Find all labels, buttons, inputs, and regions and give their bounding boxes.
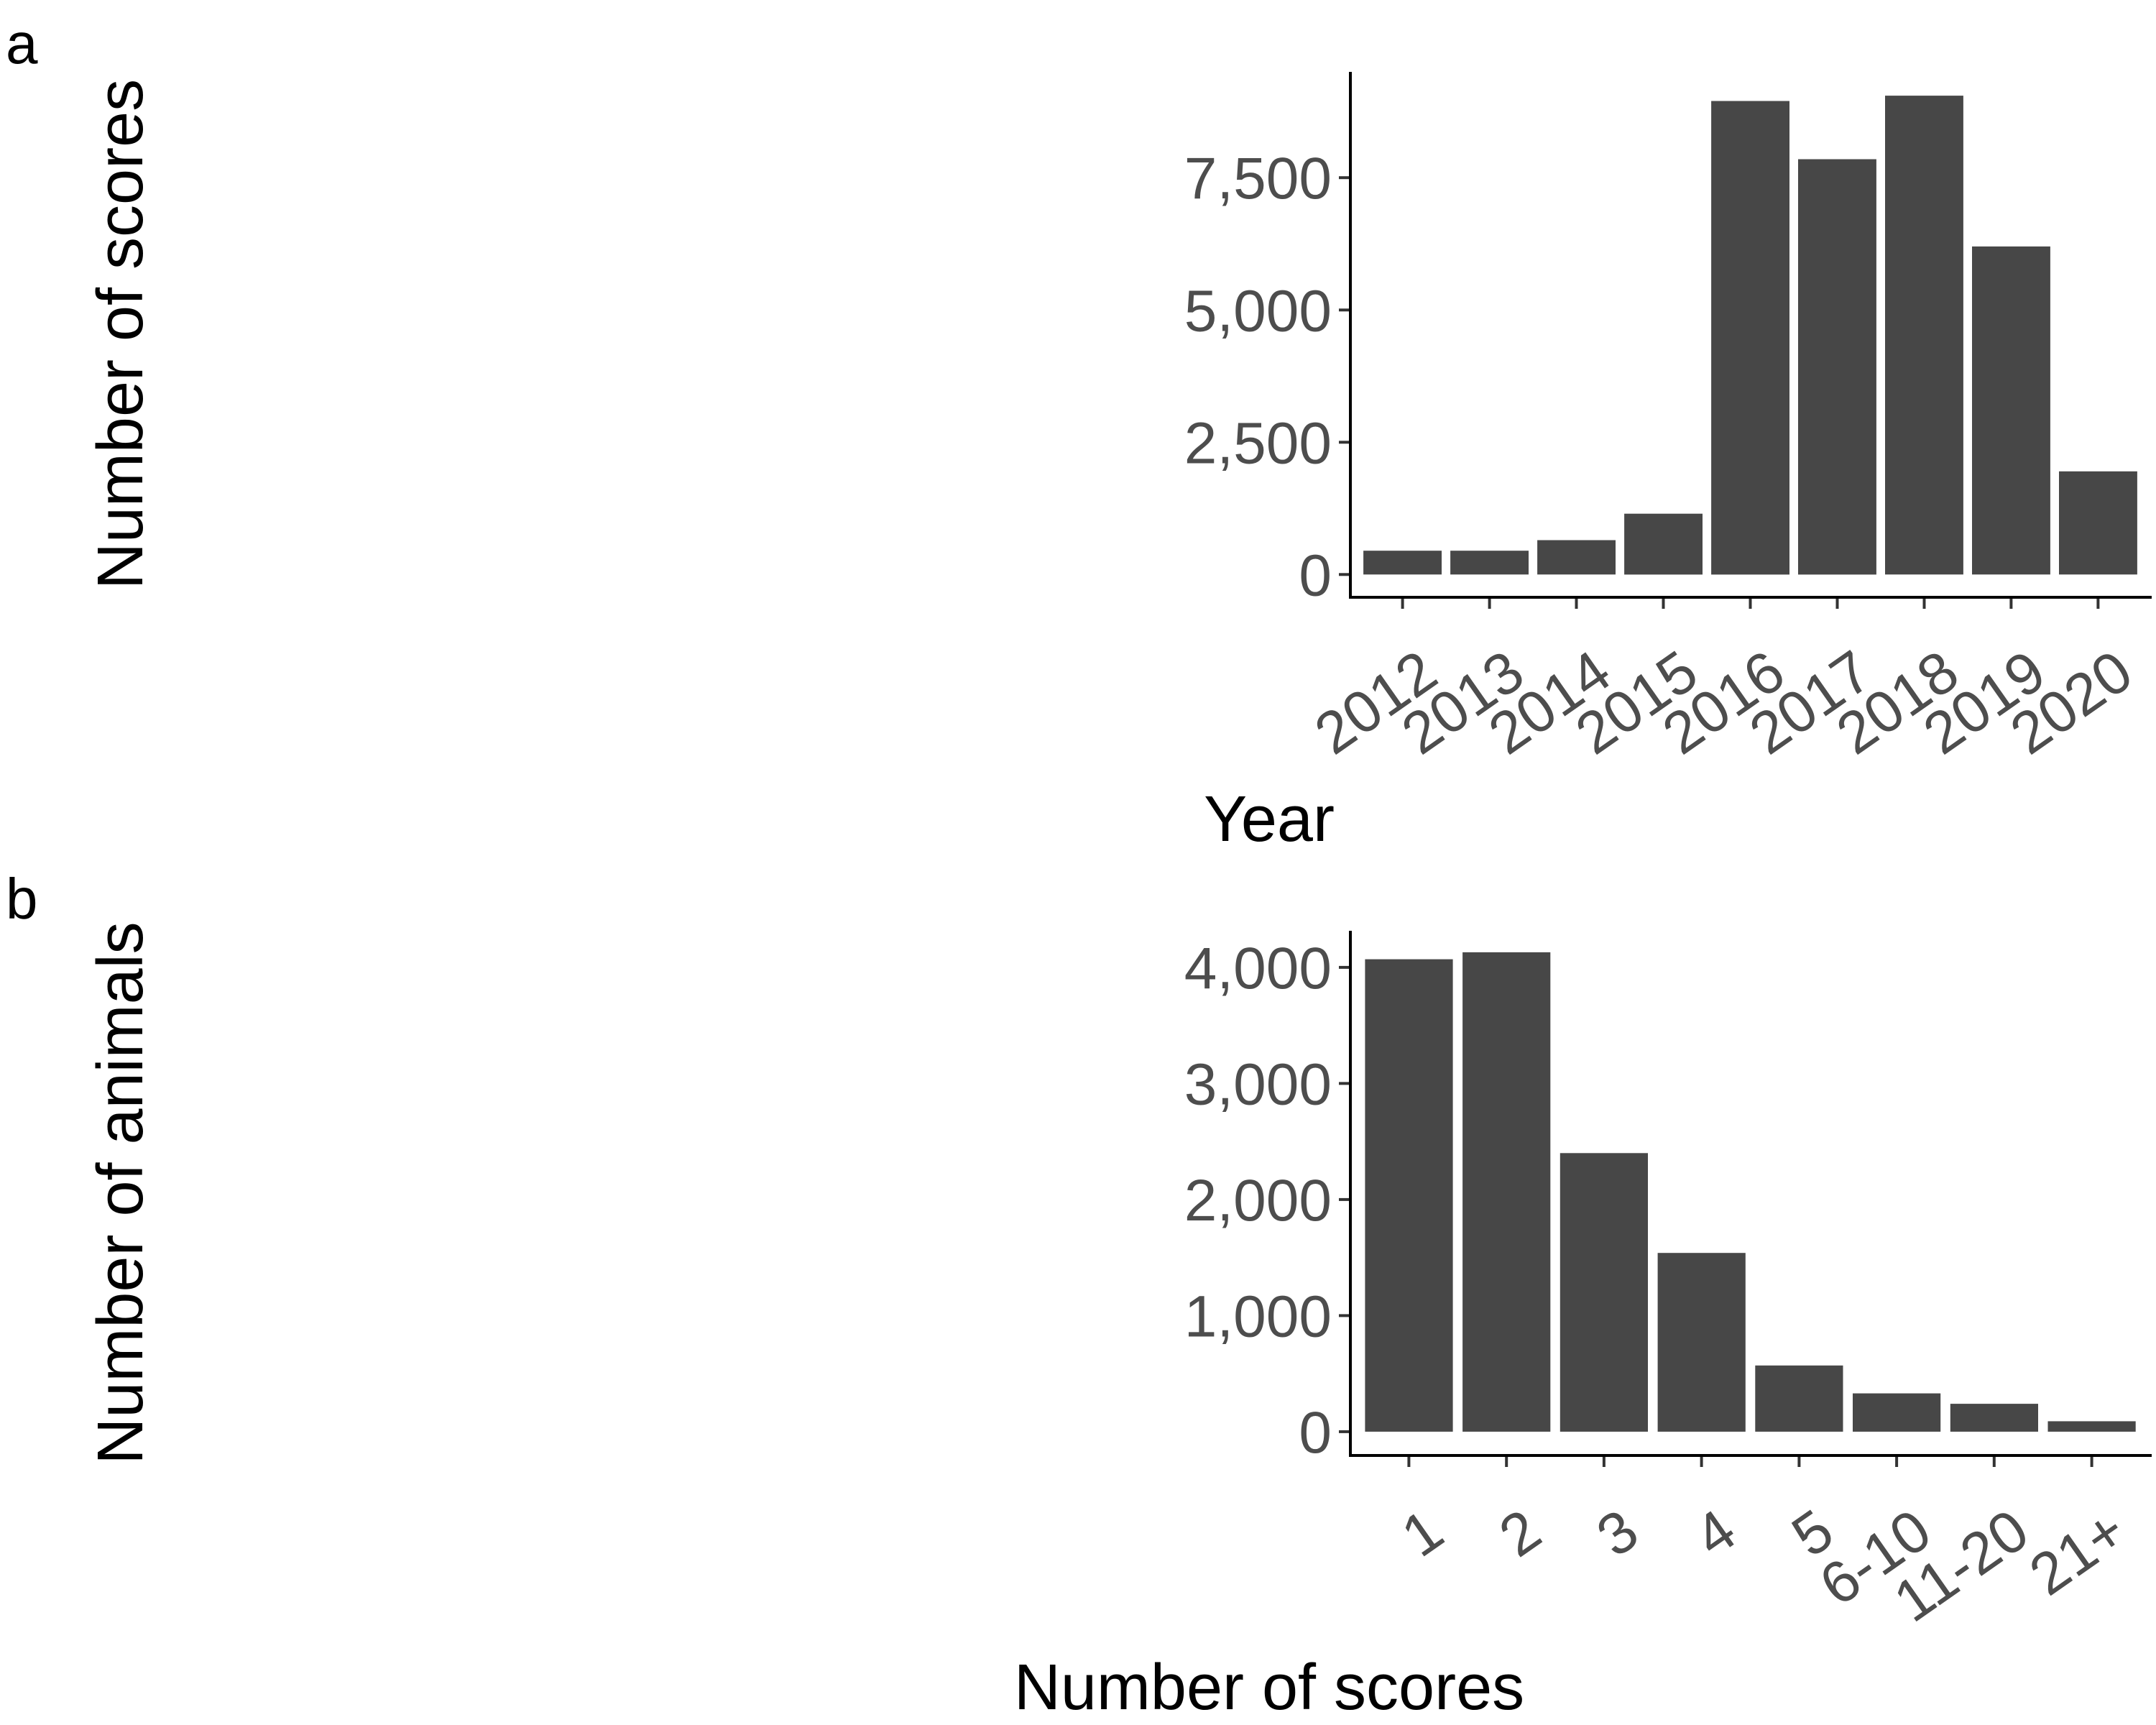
panel-a: a 0 2,500 5,000 7,500 201220132014201520162… (6, 12, 2152, 855)
panel-a-bars (1363, 96, 2137, 575)
panel-b-y-tick-label: 4,000 (1184, 936, 1332, 1001)
panel-b-bar-4 (1657, 1253, 1746, 1432)
panel-a-y-tick-label: 5,000 (1184, 278, 1332, 344)
panel-a-y-tick-label: 2,500 (1184, 410, 1332, 476)
panel-b-bar-21+ (2047, 1421, 2136, 1432)
panel-b-bars (1365, 952, 2136, 1432)
panel-b-bar-6-10 (1853, 1393, 1941, 1432)
panel-b-bar-2 (1462, 952, 1551, 1432)
panel-b-bar-11-20 (1950, 1404, 2038, 1432)
panel-a-bar-2013 (1450, 551, 1529, 575)
panel-b-x-tick-label: 2 (1488, 1497, 1552, 1570)
panel-b-bar-3 (1560, 1153, 1648, 1432)
panel-a-y-axis-title: Number of scores (85, 79, 157, 589)
panel-b-x-tick-label: 4 (1683, 1497, 1748, 1570)
panel-a-bar-2012 (1363, 551, 1442, 575)
panel-a-x-axis-title: Year (1204, 783, 1335, 855)
panel-b-bar-5 (1755, 1365, 1843, 1432)
panel-b-y-axis-ticks: 0 1,000 2,000 3,000 4,000 (1184, 936, 1350, 1466)
panel-b-y-tick-label: 2,000 (1184, 1168, 1332, 1233)
panel-b-y-tick-label: 3,000 (1184, 1052, 1332, 1117)
panel-a-bar-2015 (1624, 513, 1703, 575)
panel-b-y-axis-title: Number of animals (85, 921, 157, 1464)
panel-b-x-axis-title: Number of scores (1014, 1652, 1524, 1724)
panel-b-bar-1 (1365, 959, 1453, 1432)
panel-b-x-tick-label: 21+ (2018, 1497, 2137, 1608)
panel-a-bar-2017 (1798, 159, 1876, 575)
panel-b-letter: b (6, 867, 38, 931)
panel-b-x-tick-label: 3 (1585, 1497, 1650, 1570)
panel-a-bar-2020 (2059, 471, 2137, 575)
panel-a-y-tick-label: 0 (1299, 543, 1332, 608)
panel-b-y-tick-label: 0 (1299, 1400, 1332, 1466)
panel-a-y-tick-label: 7,500 (1184, 146, 1332, 211)
panel-a-bar-2016 (1711, 101, 1789, 575)
panel-a-y-axis-ticks: 0 2,500 5,000 7,500 (1184, 146, 1350, 608)
panel-b: b 0 1,000 2,000 3,000 4,000 1 2 3 4 56-1011-2021… (6, 867, 2152, 1724)
panel-a-letter: a (6, 12, 38, 75)
panel-b-x-tick-label: 1 (1391, 1497, 1455, 1570)
panel-a-bar-2018 (1885, 96, 1963, 575)
panel-b-y-tick-label: 1,000 (1184, 1284, 1332, 1349)
panel-a-bar-2014 (1537, 540, 1616, 575)
panel-a-bar-2019 (1972, 246, 2050, 575)
